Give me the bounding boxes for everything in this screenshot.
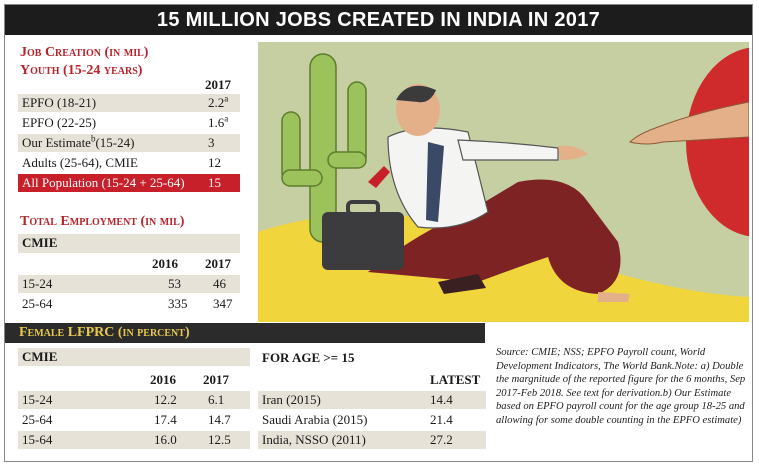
row-value-2017: 46 — [213, 276, 226, 291]
row-value: 12 — [208, 155, 221, 170]
row-label: 25-64 — [22, 296, 53, 311]
table-row: EPFO (18-21) 2.2a — [18, 94, 240, 112]
row-label: 15-24 — [22, 392, 53, 407]
row-label: India, NSSO (2011) — [262, 432, 366, 447]
tie — [426, 142, 444, 222]
row-label: Saudi Arabia (2015) — [262, 412, 368, 427]
infographic-frame — [4, 4, 753, 462]
table-row: India, NSSO (2011) 27.2 — [258, 431, 486, 449]
job-seeker-illustration — [258, 47, 749, 322]
row-value: 15 — [208, 175, 221, 190]
job-creation-title: Job Creation (in mil) Youth (15-24 years… — [20, 44, 148, 80]
reaching-hand — [629, 101, 749, 145]
foot — [598, 292, 630, 302]
row-label: 25-64 — [22, 412, 53, 427]
year-header: 2017 — [203, 372, 229, 387]
table-row-highlight: All Population (15-24 + 25-64) 15 — [18, 174, 240, 192]
row-value: 1.6a — [208, 113, 229, 130]
row-label: Our Estimateb(15-24) — [22, 133, 135, 150]
table-row: Our Estimateb(15-24) 3 — [18, 134, 240, 152]
table-row: CMIE — [18, 234, 240, 253]
year-header: 2017 — [205, 256, 231, 271]
table-row: 15-24 53 46 — [18, 275, 240, 293]
year-header: 2016 — [150, 372, 176, 387]
sun-shape — [686, 47, 749, 237]
arm — [457, 139, 559, 161]
female-lfprc-title: Female LFPRC (in percent) — [5, 323, 485, 343]
lfprc-source-row: CMIE — [18, 348, 250, 366]
source-label: CMIE — [22, 235, 58, 250]
row-value: 27.2 — [430, 432, 453, 447]
row-value: 2.2a — [208, 93, 229, 110]
table-row: Iran (2015) 14.4 — [258, 391, 486, 409]
trousers — [368, 179, 621, 294]
row-value: 3 — [208, 135, 215, 150]
row-label: EPFO (22-25) — [22, 115, 97, 130]
row-label: 15-64 — [22, 432, 53, 447]
row-value-2016: 12.2 — [154, 392, 177, 407]
table-row: 15-24 12.2 6.1 — [18, 391, 250, 409]
row-value-2016: 335 — [168, 296, 188, 311]
table-row: 25-64 17.4 14.7 — [18, 411, 250, 429]
year-header: 2016 — [152, 256, 178, 271]
table-row: Saudi Arabia (2015) 21.4 — [258, 411, 486, 429]
latest-header: LATEST — [430, 372, 481, 387]
source-note: Source: CMIE; NSS; EPFO Payroll count, W… — [496, 347, 746, 426]
row-value-2017: 6.1 — [208, 392, 225, 407]
wrench-icon — [368, 166, 390, 188]
job-creation-title-line1: Job Creation (in mil) — [20, 45, 149, 60]
age-title: FOR AGE >= 15 — [262, 350, 355, 365]
row-value-2017: 12.5 — [208, 432, 231, 447]
briefcase-handle — [346, 200, 380, 216]
briefcase — [322, 212, 404, 270]
table-row: Adults (25-64), CMIE 12 — [18, 154, 240, 172]
total-employment-title: Total Employment (in mil) — [20, 214, 185, 229]
table-row: 15-64 16.0 12.5 — [18, 431, 250, 449]
headline-banner: 15 MILLION JOBS CREATED IN INDIA IN 2017 — [5, 5, 752, 35]
hair — [396, 85, 436, 103]
row-label: All Population (15-24 + 25-64) — [22, 175, 185, 190]
row-value-2017: 14.7 — [208, 412, 231, 427]
row-label: 15-24 — [22, 276, 53, 291]
table-row: EPFO (22-25) 1.6a — [18, 114, 240, 132]
illustration — [258, 42, 749, 322]
hand — [558, 145, 588, 160]
shoe — [438, 274, 486, 294]
row-label: Adults (25-64), CMIE — [22, 155, 138, 170]
row-value: 21.4 — [430, 412, 453, 427]
row-value-2016: 17.4 — [154, 412, 177, 427]
row-label: EPFO (18-21) — [22, 95, 97, 110]
row-value-2016: 16.0 — [154, 432, 177, 447]
cactus — [281, 53, 367, 243]
job-creation-year-header: 2017 — [205, 77, 231, 92]
table-row: 25-64 335 347 — [18, 295, 240, 313]
row-label: Iran (2015) — [262, 392, 321, 407]
row-value-2017: 347 — [213, 296, 233, 311]
row-value: 14.4 — [430, 392, 453, 407]
source-label: CMIE — [22, 349, 58, 364]
job-creation-title-line2: Youth (15-24 years) — [20, 63, 143, 78]
row-value-2016: 53 — [168, 276, 181, 291]
